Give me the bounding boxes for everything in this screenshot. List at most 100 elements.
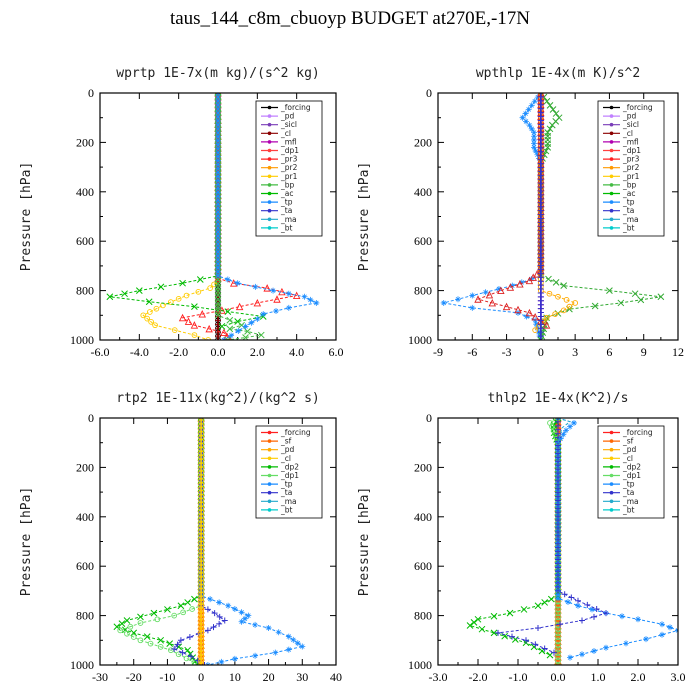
series-marker — [273, 307, 280, 314]
series-marker — [215, 169, 221, 176]
series-marker — [167, 299, 174, 305]
series-marker — [532, 148, 539, 155]
series-marker — [198, 564, 204, 570]
legend-marker — [609, 114, 614, 118]
series-marker — [198, 532, 204, 539]
series-marker — [130, 634, 137, 640]
series-marker — [224, 308, 232, 315]
series-marker — [591, 648, 597, 655]
series-marker — [215, 185, 221, 192]
series-marker — [195, 288, 202, 295]
series-marker — [191, 595, 198, 603]
legend-marker — [267, 482, 272, 486]
legend-marker — [267, 131, 272, 136]
legend-marker — [267, 456, 272, 461]
series-line-ta — [497, 418, 608, 654]
series-marker — [215, 244, 221, 251]
series-marker — [238, 321, 245, 329]
series-marker — [235, 327, 242, 334]
series-marker — [563, 297, 570, 303]
y-tick-label: 1000 — [408, 658, 432, 672]
legend-marker — [267, 148, 272, 153]
series-marker — [215, 97, 221, 104]
legend-marker — [609, 148, 614, 153]
series-marker — [215, 149, 221, 156]
series-marker — [215, 93, 221, 100]
series-marker — [531, 129, 537, 136]
series-marker — [144, 315, 151, 322]
series-marker — [555, 626, 561, 633]
series-marker — [603, 644, 609, 651]
series-marker — [198, 548, 204, 555]
legend-marker — [609, 456, 614, 461]
series-marker — [177, 602, 185, 610]
x-tick-label: 40 — [330, 670, 342, 684]
series-marker — [198, 591, 204, 598]
series-marker — [555, 654, 561, 660]
series-marker — [543, 314, 550, 321]
series-marker — [511, 636, 519, 643]
series-marker — [152, 322, 158, 329]
series-marker — [175, 295, 182, 302]
series-line-dp2 — [468, 418, 559, 656]
x-tick-label: 12 — [672, 345, 684, 359]
x-tick-label: -10 — [159, 670, 175, 684]
series-marker — [157, 636, 165, 644]
series-marker — [171, 327, 178, 333]
series-marker — [469, 304, 476, 311]
series-marker — [198, 528, 204, 535]
series-marker — [215, 161, 221, 168]
series-marker — [568, 594, 575, 601]
series-marker — [260, 311, 267, 318]
series-marker — [575, 597, 581, 604]
series-marker — [567, 423, 573, 430]
series-marker — [198, 603, 204, 610]
series-marker — [198, 489, 204, 496]
legend-entry: _ta — [622, 488, 634, 497]
legend-entry: _pr2 — [280, 163, 298, 172]
series-marker — [215, 165, 221, 172]
series-marker — [174, 641, 181, 648]
series-marker — [313, 299, 320, 306]
series-marker — [207, 285, 213, 291]
legend-entry: _dp2 — [622, 462, 641, 471]
legend-entry: _mfl — [622, 137, 639, 146]
y-tick-label: 0 — [88, 86, 94, 100]
series-marker — [157, 283, 165, 291]
series-marker — [571, 419, 577, 426]
series-marker — [234, 280, 241, 287]
series-marker — [623, 640, 629, 647]
series-marker — [198, 658, 204, 664]
series-marker — [130, 629, 138, 637]
series-marker — [198, 477, 204, 484]
legend-entry: _bp — [280, 180, 295, 189]
series-marker — [177, 637, 184, 644]
legend-box — [255, 100, 323, 237]
series-marker — [528, 125, 535, 132]
legend-marker — [609, 174, 614, 179]
series-marker — [194, 657, 201, 664]
series-marker — [215, 240, 221, 247]
series-marker — [455, 296, 461, 303]
x-tick-label: -30 — [92, 670, 108, 684]
legend-marker — [609, 105, 614, 110]
series-line-dp1 — [549, 418, 559, 665]
series-marker — [214, 311, 222, 319]
series-marker — [509, 633, 515, 640]
y-tick-label: 200 — [76, 135, 94, 149]
series-marker — [554, 629, 562, 638]
series-marker — [215, 217, 221, 224]
series-marker — [514, 305, 522, 314]
series-marker — [198, 622, 204, 629]
series-marker — [215, 137, 221, 144]
series-marker — [555, 642, 561, 649]
series-marker — [485, 290, 494, 299]
x-tick-label: -20 — [126, 670, 142, 684]
series-marker — [659, 631, 665, 638]
series-marker — [198, 524, 204, 531]
y-axis-label: Pressure [hPa] — [19, 162, 34, 272]
series-marker — [555, 634, 561, 641]
plot-frame — [99, 92, 337, 341]
series-marker — [137, 613, 144, 621]
legend-entry: _sicl — [622, 120, 639, 129]
